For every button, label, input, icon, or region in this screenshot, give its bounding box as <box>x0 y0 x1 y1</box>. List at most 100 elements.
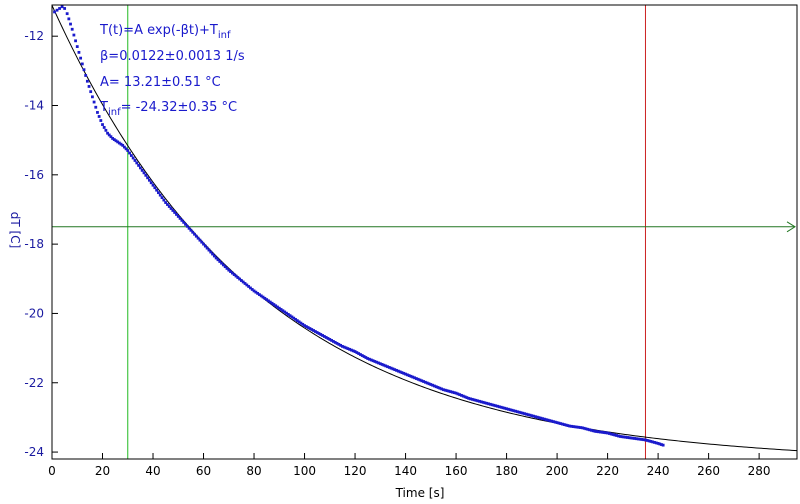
data-point <box>236 276 240 279</box>
data-point <box>591 429 595 433</box>
data-point <box>552 420 555 424</box>
data-point <box>279 308 283 311</box>
data-point <box>175 213 178 216</box>
x-tick-label: 180 <box>495 464 518 478</box>
data-point <box>133 159 137 162</box>
data-point <box>613 433 617 437</box>
data-point <box>514 409 517 413</box>
data-point <box>207 248 211 252</box>
data-point <box>74 39 77 43</box>
data-point <box>474 398 478 402</box>
data-point <box>308 327 312 330</box>
data-point <box>600 430 604 434</box>
data-point <box>642 438 646 442</box>
data-point <box>497 405 501 409</box>
data-point <box>270 301 274 305</box>
data-point <box>223 265 227 269</box>
x-tick-label: 220 <box>596 464 619 478</box>
data-point <box>654 441 658 445</box>
data-point <box>523 412 527 416</box>
tinf-label: Tinf= -24.32±0.35 °C <box>99 100 237 118</box>
data-point <box>256 291 260 295</box>
data-point <box>67 17 71 21</box>
data-point <box>640 438 644 441</box>
data-point <box>568 424 572 428</box>
data-point <box>123 145 126 149</box>
data-point <box>626 436 629 439</box>
data-point <box>202 242 205 246</box>
data-point <box>91 95 94 99</box>
data-point <box>405 373 409 377</box>
data-point <box>128 151 131 155</box>
data-point <box>85 79 89 83</box>
data-point <box>467 396 471 400</box>
data-point <box>638 437 642 441</box>
data-point <box>519 411 523 415</box>
data-point <box>70 27 74 31</box>
y-tick-label: -18 <box>24 237 44 251</box>
data-point <box>440 387 444 391</box>
data-point <box>317 332 321 335</box>
data-point <box>205 246 209 250</box>
data-point <box>470 397 474 401</box>
data-point <box>617 434 620 438</box>
data-point <box>171 209 175 212</box>
data-point <box>644 438 647 442</box>
data-point <box>104 128 108 132</box>
data-point <box>288 314 292 318</box>
data-point <box>335 342 339 345</box>
data-point <box>129 154 133 157</box>
data-points-layer <box>53 5 665 447</box>
data-point <box>425 381 429 385</box>
data-point <box>117 141 121 145</box>
data-point <box>350 348 353 352</box>
data-point <box>250 288 254 291</box>
data-point <box>561 422 564 426</box>
data-point <box>196 236 200 240</box>
data-point <box>312 329 315 332</box>
data-point <box>53 10 56 14</box>
data-point <box>290 315 294 319</box>
data-point <box>232 273 236 276</box>
data-point <box>160 196 164 199</box>
beta-label: β=0.0122±0.0013 1/s <box>100 49 245 64</box>
data-point <box>238 277 241 281</box>
data-point <box>153 186 157 190</box>
data-point <box>615 434 619 437</box>
data-point <box>114 139 118 143</box>
data-point <box>200 240 204 244</box>
data-point <box>602 431 606 434</box>
data-point <box>413 376 416 380</box>
data-point <box>189 228 193 232</box>
horizontal-marker-arrow <box>786 221 796 233</box>
data-point <box>124 147 128 151</box>
data-point <box>633 437 637 440</box>
data-point <box>346 347 350 350</box>
data-point <box>577 425 581 429</box>
data-point <box>544 418 548 422</box>
data-point <box>483 401 487 405</box>
data-point <box>344 346 348 350</box>
data-point <box>375 360 379 364</box>
data-point <box>149 181 153 185</box>
x-tick-label: 100 <box>293 464 316 478</box>
data-point <box>550 419 554 423</box>
data-point <box>341 344 344 348</box>
data-point <box>209 250 213 254</box>
data-point <box>324 336 328 339</box>
x-tick-label: 20 <box>95 464 110 478</box>
data-point <box>297 320 301 324</box>
data-point <box>555 421 559 425</box>
data-point <box>528 413 532 417</box>
data-point <box>635 437 638 441</box>
data-point <box>276 305 279 309</box>
data-point <box>187 226 191 230</box>
data-point <box>92 100 96 104</box>
data-point <box>508 408 512 412</box>
data-point <box>447 389 451 393</box>
data-point <box>274 304 278 308</box>
data-point <box>216 258 220 262</box>
data-point <box>380 363 384 366</box>
data-point <box>391 367 395 371</box>
data-point <box>225 266 229 270</box>
